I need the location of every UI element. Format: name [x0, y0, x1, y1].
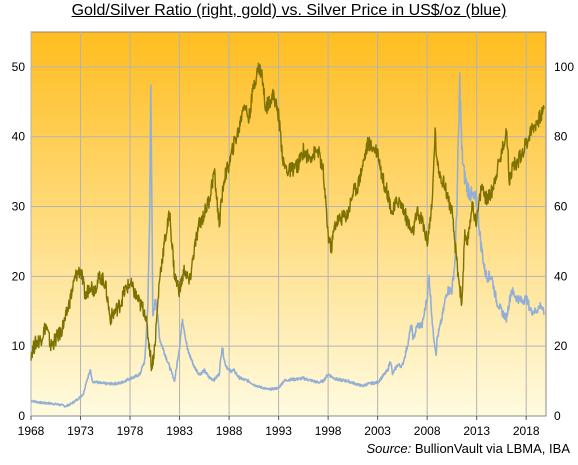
- y-left-tick-label: 20: [12, 269, 26, 283]
- axes: 1968 1973 1978 1983 1988 1993 1998 2003 2008 2013…: [12, 60, 575, 438]
- x-tick-label: 2003: [364, 424, 391, 438]
- x-tick-label: 1978: [117, 424, 144, 438]
- plot-background: [30, 31, 547, 417]
- y-left-tick-label: 0: [18, 409, 25, 423]
- x-tick-label: 2013: [463, 424, 490, 438]
- x-tick-label: 2008: [414, 424, 441, 438]
- y-left-tick-label: 50: [12, 60, 26, 74]
- x-tick-label: 1968: [18, 424, 45, 438]
- x-tick-label: 1988: [216, 424, 243, 438]
- y-left-tick-label: 10: [12, 339, 26, 353]
- y-right-tick-label: 20: [554, 339, 568, 353]
- silver-price-line: [30, 72, 545, 408]
- source-note: Source: BullionVault via LBMA, IBA: [366, 441, 570, 456]
- x-tick-label: 2018: [513, 424, 540, 438]
- series-layer: [30, 62, 545, 408]
- x-tick-label: 1998: [315, 424, 342, 438]
- source-text: BullionVault via LBMA, IBA: [414, 441, 570, 456]
- y-left-tick-label: 30: [12, 200, 26, 214]
- source-label: Source:: [366, 441, 412, 456]
- y-right-tick-label: 0: [554, 409, 561, 423]
- y-right-tick-label: 60: [554, 200, 568, 214]
- y-right-tick-label: 80: [554, 130, 568, 144]
- chart-title: Gold/Silver Ratio (right, gold) vs. Silv…: [71, 2, 507, 19]
- y-left-tick-label: 40: [12, 130, 26, 144]
- x-tick-label: 1993: [265, 424, 292, 438]
- gold-silver-ratio-line: [30, 62, 545, 372]
- y-right-tick-label: 40: [554, 269, 568, 283]
- y-right-tick-label: 100: [554, 60, 574, 74]
- x-tick-label: 1973: [67, 424, 94, 438]
- x-tick-label: 1983: [166, 424, 193, 438]
